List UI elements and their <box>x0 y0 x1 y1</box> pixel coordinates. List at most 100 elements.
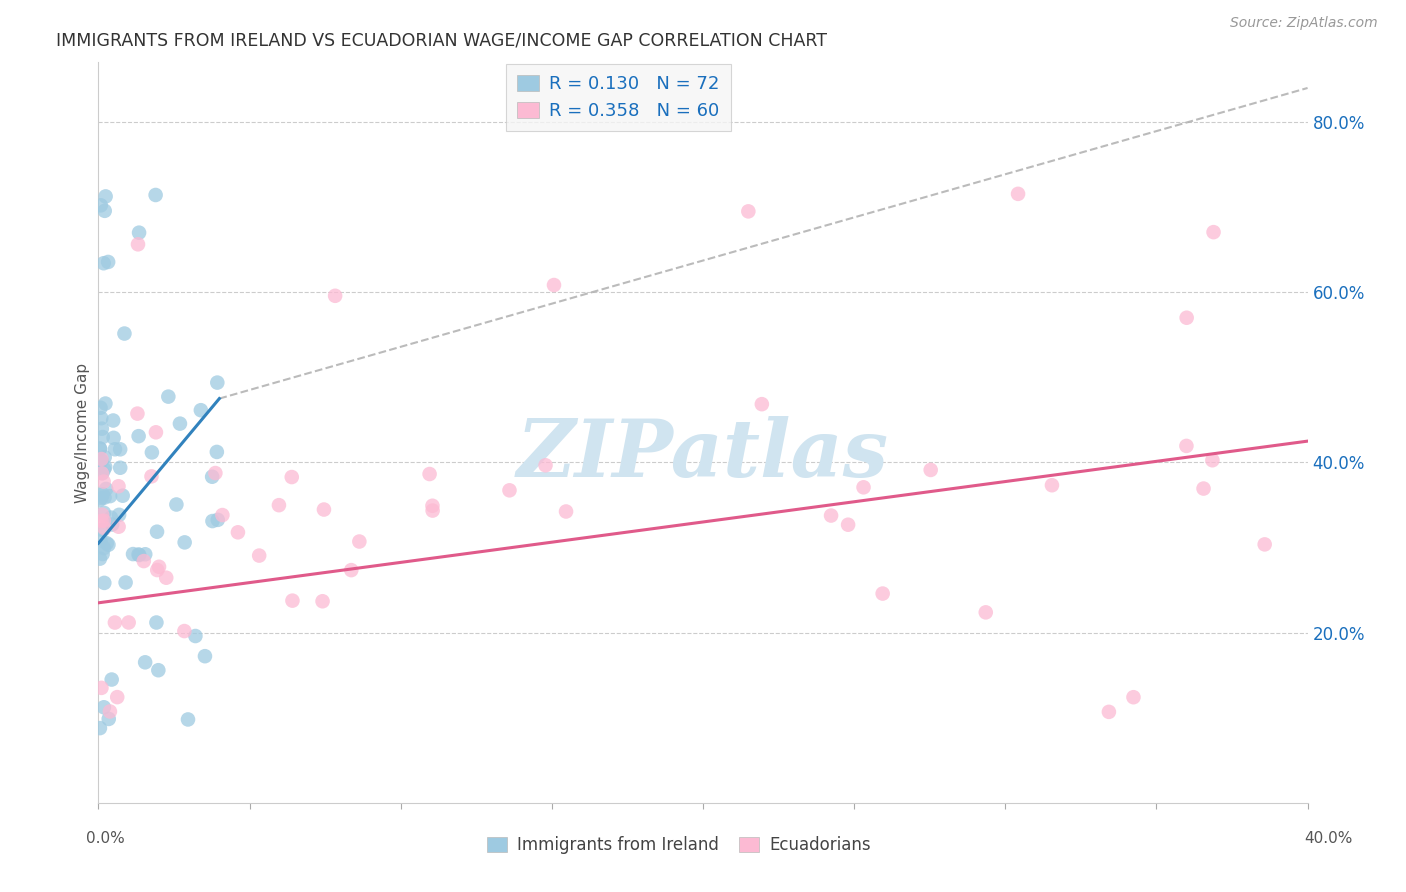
Point <box>96 536 118 550</box>
Point <box>311 594 333 608</box>
Point <box>93 203 115 218</box>
Point <box>90 454 112 468</box>
Point <box>93 491 115 505</box>
Point <box>128 226 150 240</box>
Point <box>281 593 304 607</box>
Point <box>134 547 156 561</box>
Point <box>90 514 112 528</box>
Point <box>90 422 112 436</box>
Point <box>146 524 169 539</box>
Point <box>157 390 180 404</box>
Point <box>128 548 150 562</box>
Point <box>267 498 290 512</box>
Point <box>872 586 894 600</box>
Point <box>90 491 112 505</box>
Point <box>108 508 131 522</box>
Point <box>94 482 117 496</box>
Point <box>281 470 304 484</box>
Point <box>90 198 112 212</box>
Point <box>91 430 114 444</box>
Point <box>104 442 127 457</box>
Point <box>107 479 129 493</box>
Point <box>93 256 115 270</box>
Point <box>104 615 127 630</box>
Point <box>90 411 112 425</box>
Point <box>97 538 120 552</box>
Point <box>91 466 114 480</box>
Point <box>100 510 122 524</box>
Point <box>94 459 117 474</box>
Point <box>91 547 114 561</box>
Point <box>118 615 141 630</box>
Point <box>132 554 155 568</box>
Point <box>323 289 346 303</box>
Point <box>820 508 842 523</box>
Point <box>155 571 177 585</box>
Point <box>98 705 121 719</box>
Point <box>1192 482 1215 496</box>
Point <box>94 189 117 203</box>
Point <box>837 517 859 532</box>
Point <box>108 442 131 457</box>
Point <box>103 431 125 445</box>
Point <box>97 255 120 269</box>
Point <box>543 278 565 293</box>
Point <box>422 503 444 517</box>
Point <box>90 533 112 548</box>
Point <box>145 188 167 202</box>
Point <box>134 656 156 670</box>
Point <box>207 513 229 527</box>
Point <box>201 514 224 528</box>
Point <box>1098 705 1121 719</box>
Point <box>93 541 115 555</box>
Text: IMMIGRANTS FROM IRELAND VS ECUADORIAN WAGE/INCOME GAP CORRELATION CHART: IMMIGRANTS FROM IRELAND VS ECUADORIAN WA… <box>56 31 827 49</box>
Point <box>111 489 134 503</box>
Point <box>148 559 170 574</box>
Text: 40.0%: 40.0% <box>1305 831 1353 846</box>
Point <box>93 450 115 465</box>
Point <box>89 721 111 735</box>
Point <box>91 523 114 537</box>
Text: Source: ZipAtlas.com: Source: ZipAtlas.com <box>1230 16 1378 30</box>
Point <box>141 445 163 459</box>
Point <box>349 534 371 549</box>
Point <box>148 663 170 677</box>
Point <box>920 463 942 477</box>
Point <box>93 521 115 535</box>
Point <box>93 506 115 520</box>
Point <box>201 469 224 483</box>
Point <box>93 700 115 714</box>
Point <box>419 467 441 481</box>
Point <box>340 563 363 577</box>
Point <box>127 407 149 421</box>
Point <box>145 425 167 440</box>
Point <box>247 549 270 563</box>
Point <box>226 525 249 540</box>
Point <box>94 396 117 410</box>
Text: ZIPatlas: ZIPatlas <box>517 416 889 493</box>
Point <box>89 442 111 456</box>
Point <box>93 575 115 590</box>
Point <box>1175 439 1198 453</box>
Point <box>974 605 997 619</box>
Point <box>173 535 195 549</box>
Point <box>165 498 187 512</box>
Point <box>127 237 149 252</box>
Y-axis label: Wage/Income Gap: Wage/Income Gap <box>75 362 90 503</box>
Point <box>1201 453 1223 467</box>
Point <box>103 413 125 427</box>
Point <box>107 519 129 533</box>
Point <box>498 483 520 498</box>
Point <box>190 403 212 417</box>
Point <box>90 452 112 467</box>
Point <box>97 712 120 726</box>
Point <box>1007 186 1029 201</box>
Point <box>205 445 228 459</box>
Point <box>194 649 217 664</box>
Point <box>184 629 207 643</box>
Point <box>211 508 233 522</box>
Point <box>173 624 195 638</box>
Point <box>128 548 150 562</box>
Point <box>128 429 150 443</box>
Point <box>101 517 124 532</box>
